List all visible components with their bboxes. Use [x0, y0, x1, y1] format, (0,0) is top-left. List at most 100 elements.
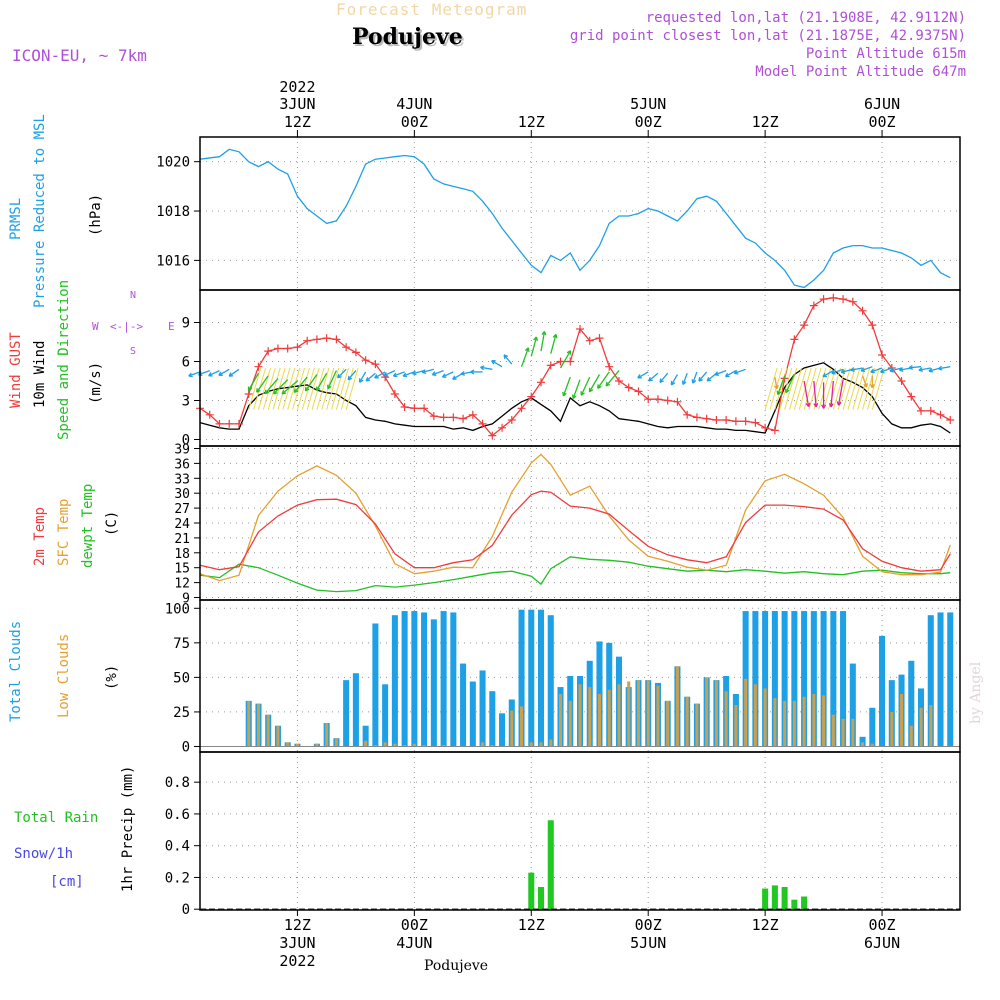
gust-marker [468, 410, 477, 419]
low-cloud-bar [325, 722, 329, 747]
wind-arrow-head [421, 369, 427, 374]
wind-arrow-head [358, 378, 364, 383]
total-cloud-bar [430, 619, 437, 747]
wind-arrow-shaft [359, 371, 367, 383]
wind-arrow-shaft [550, 334, 557, 354]
temp-y-tick-label: 27 [174, 502, 190, 517]
wind-arrow [918, 367, 931, 372]
temp-y-tick-label: 9 [182, 592, 190, 607]
total-cloud-bar [840, 611, 847, 747]
wind-arrow-head [828, 402, 834, 408]
wind-arrow-shaft [218, 368, 230, 376]
wind-arrow [421, 368, 435, 374]
clouds-y-tick-label: 100 [165, 601, 190, 617]
gust-marker [517, 404, 526, 413]
low-cloud-bar [792, 700, 796, 747]
wind-arrow [870, 367, 883, 374]
wind-arrow [860, 366, 873, 373]
wind-arrow-head [714, 371, 719, 376]
gust-marker [809, 301, 818, 310]
gust-marker [254, 362, 263, 371]
wind-arrow-shaft [698, 371, 708, 382]
rain-bar [781, 886, 788, 910]
gust-marker [731, 417, 740, 426]
wind-arrow-shaft [188, 371, 201, 377]
bottom-hour-label: 12Z [284, 916, 311, 934]
low-cloud-bar [481, 742, 485, 747]
wind-arrow-shaft [491, 360, 503, 368]
gust-hatch [784, 367, 798, 410]
gust-hatch [823, 367, 837, 410]
gust-marker [595, 334, 604, 343]
wind-arrow-head [659, 378, 664, 383]
wind-arrow-shaft [837, 379, 844, 406]
low-cloud-bar [373, 745, 377, 747]
gust-line [199, 297, 951, 437]
wind-arrow-head [822, 372, 827, 378]
wind-arrow-head [863, 383, 868, 388]
wind-arrow-shaft [393, 371, 405, 377]
pressure-y-tick-label: 1016 [156, 253, 190, 269]
top-hour-label: 12Z [752, 113, 779, 131]
wind-arrow-head [460, 370, 466, 376]
gust-marker [361, 356, 370, 365]
wind-arrow [247, 372, 260, 392]
wind-arrow [293, 376, 308, 394]
wind-arrow [304, 374, 318, 392]
wind-arrow-head [860, 367, 866, 373]
gust-hatch [832, 367, 846, 410]
wind-arrow [412, 369, 425, 376]
compass-west: W [92, 320, 99, 333]
gust-marker [741, 417, 750, 426]
low-cloud-bar [666, 700, 670, 747]
model-label: ICON-EU, ~ 7km [12, 46, 147, 65]
wind-arrow-head [681, 380, 687, 385]
low-cloud-bar [578, 684, 582, 747]
total-cloud-bar [810, 611, 817, 747]
wind-arrow-head [218, 371, 223, 376]
wind-y-tick-label: 9 [182, 316, 190, 332]
wind-arrow-head [365, 376, 371, 382]
low-cloud-bar [831, 714, 835, 747]
precip-y-tick-label: 0 [182, 902, 190, 918]
wind-arrow-shaft [422, 368, 435, 374]
temp-y-tick-label: 15 [174, 562, 190, 577]
gust-hatch [277, 367, 291, 410]
wind-arrow-shaft [692, 371, 698, 384]
wind-arrow-head [821, 404, 827, 409]
low-cloud-bar [714, 680, 718, 747]
wind-arrow [605, 370, 620, 387]
bottom-hour-label: 00Z [869, 916, 896, 934]
rain-bar [791, 899, 798, 910]
wind-arrow-head [503, 354, 509, 359]
wind-arrow-shaft [442, 371, 454, 378]
low-cloud-bar [734, 705, 738, 747]
wind-arrow-head [441, 373, 447, 378]
low-cloud-bar [529, 742, 533, 747]
top-hour-label: 12Z [518, 113, 545, 131]
top-date-label: 3JUN [279, 95, 315, 113]
gust-hatch [769, 367, 783, 410]
bottom-year-label: 2022 [279, 952, 315, 970]
gust-marker [663, 396, 672, 405]
gust-marker [478, 419, 487, 428]
wind-arrow [637, 371, 649, 379]
gust-marker [878, 351, 887, 359]
wind-arrow [374, 371, 386, 379]
wind-arrow [327, 370, 337, 390]
wind-arrow-shaft [316, 372, 328, 391]
compass-glyph: <-|-> [110, 320, 144, 333]
gust-hatch [764, 367, 778, 410]
total-cloud-bar [937, 612, 944, 747]
low-cloud-bar [724, 691, 728, 747]
top-hour-label: 00Z [869, 113, 896, 131]
low-cloud-bar [510, 710, 514, 747]
wind-y-tick-label: 0 [182, 433, 190, 449]
wind-arrow [648, 372, 659, 382]
wind-arrow [256, 375, 269, 393]
wind-arrow [480, 365, 493, 371]
temp-y-tick-label: 30 [174, 487, 190, 502]
precip-y-tick-label: 0.4 [165, 839, 190, 855]
low-cloud-bar [364, 740, 368, 747]
wind-arrow-shaft [365, 372, 376, 382]
